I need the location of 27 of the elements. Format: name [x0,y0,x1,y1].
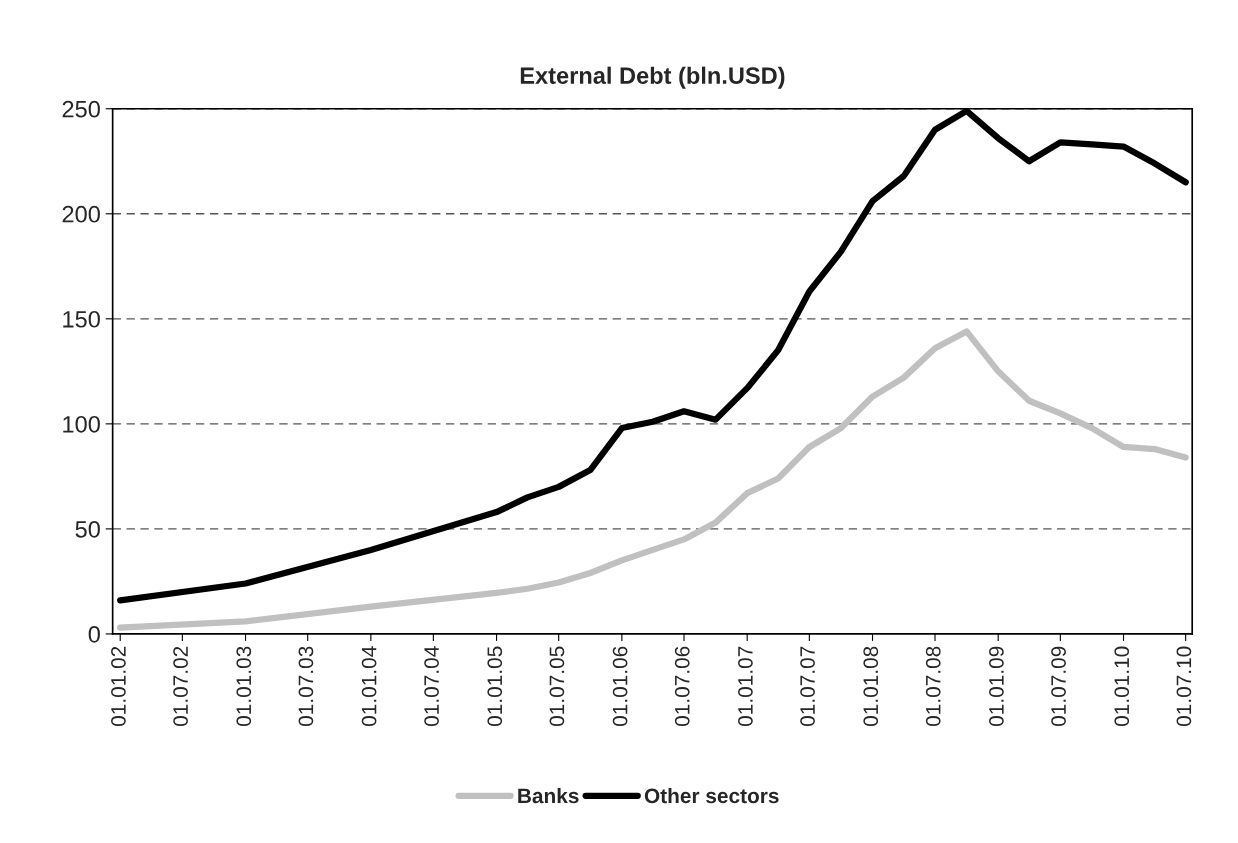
x-tick-label: 01.01.04 [361,646,377,727]
x-tick-label: 01.07.04 [424,646,439,727]
x-tick-label: 01.01.06 [612,646,628,727]
x-tick-label: 01.01.08 [863,646,879,727]
x-tick-label: 01.07.05 [549,646,565,727]
x-tick-label: 01.07.09 [1051,646,1066,727]
x-tick-label: 01.07.08 [925,646,941,727]
x-tick-label: 01.01.10 [1114,646,1130,727]
legend-label: Other sectors [644,787,779,804]
x-tick-label: 01.07.06 [674,646,690,727]
y-tick-label: 250 [62,100,100,118]
x-tick-label: 01.01.05 [487,646,503,727]
legend-label: Banks [518,787,579,804]
y-tick-label: 50 [75,520,100,538]
x-tick-label: 01.01.09 [989,646,1004,727]
y-tick-label: 200 [62,205,100,223]
chart-title: External Debt (bln.USD) [520,66,785,89]
y-tick-label: 100 [63,415,100,433]
x-tick-label: 01.01.02 [111,646,126,727]
y-tick-label: 150 [63,310,100,328]
x-tick-label: 01.07.02 [173,646,188,727]
x-tick-label: 01.01.07 [738,646,753,727]
y-tick-label: 0 [88,626,100,643]
x-tick-label: 01.07.03 [298,646,314,727]
x-tick-label: 01.07.10 [1176,646,1192,727]
x-tick-label: 01.07.07 [800,646,815,727]
x-tick-label: 01.01.03 [236,646,252,727]
